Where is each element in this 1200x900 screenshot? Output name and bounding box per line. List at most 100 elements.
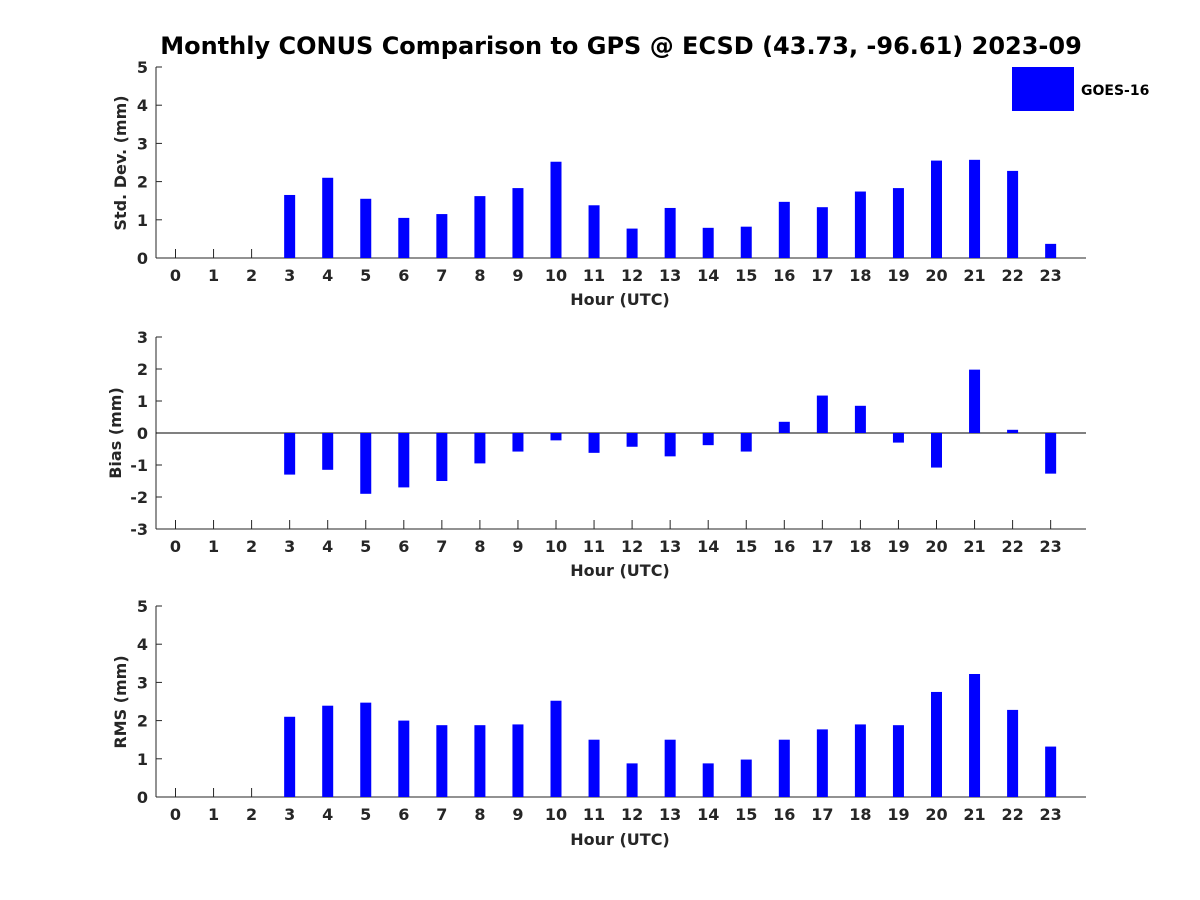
chart-title: Monthly CONUS Comparison to GPS @ ECSD (… [160,32,1082,60]
std-dev-bar-hour-21 [969,159,981,258]
bias-xtick-label: 8 [474,537,485,556]
bias-bar-hour-6 [398,433,410,488]
bias-ytick-label: 1 [137,392,148,411]
rms-xtick-label: 12 [621,805,643,824]
rms-xtick-label: 10 [545,805,567,824]
bias-xtick-label: 23 [1040,537,1062,556]
std-dev-xtick-label: 7 [436,266,447,285]
legend-label: GOES-16 [1081,83,1149,99]
rms-bar-hour-23 [1045,746,1057,797]
bias-bar-hour-10 [550,433,562,441]
std-dev-xtick-label: 16 [773,266,795,285]
bias-xtick-label: 20 [925,537,947,556]
std-dev-bar-hour-8 [474,196,486,258]
std-dev-ytick-label: 1 [137,211,148,230]
rms-xtick-label: 9 [512,805,523,824]
rms-xlabel: Hour (UTC) [570,830,670,849]
rms-bar-hour-5 [360,702,372,797]
std-dev-bar-hour-6 [398,217,410,258]
rms-bar-hour-10 [550,700,562,797]
bias-bar-hour-5 [360,433,372,494]
std-dev-xtick-label: 5 [360,266,371,285]
rms-xtick-label: 16 [773,805,795,824]
bias-ytick-label: 2 [137,360,148,379]
std-dev-xtick-label: 9 [512,266,523,285]
std-dev-xtick-label: 4 [322,266,333,285]
bias-xtick-label: 13 [659,537,681,556]
rms-xtick-label: 23 [1040,805,1062,824]
rms-bar-hour-17 [816,729,828,797]
bias-xtick-label: 12 [621,537,643,556]
rms-bar-hour-20 [931,691,942,797]
rms-xtick-label: 4 [322,805,333,824]
rms-ytick-label: 1 [137,750,148,769]
std-dev-bar-hour-15 [740,226,752,258]
std-dev-bar-hour-5 [360,198,372,258]
std-dev-xtick-label: 10 [545,266,567,285]
bias-bar-hour-9 [512,433,524,452]
std-dev-bar-hour-9 [512,188,524,258]
std-dev-xtick-label: 6 [398,266,409,285]
rms-bar-hour-18 [854,724,866,797]
std-dev-xlabel: Hour (UTC) [570,290,670,309]
std-dev-bar-hour-13 [664,207,676,258]
bias-xtick-label: 9 [512,537,523,556]
std-dev-bar-hour-19 [892,188,904,258]
std-dev-xtick-label: 13 [659,266,681,285]
rms-xtick-label: 2 [246,805,257,824]
rms-bar-hour-14 [702,763,714,797]
std-dev-xtick-label: 15 [735,266,757,285]
rms-xtick-label: 6 [398,805,409,824]
rms-bar-hour-12 [626,763,638,797]
legend: GOES-16 [1012,67,1149,111]
std-dev-bar-hour-4 [322,177,334,258]
bias-xtick-label: 15 [735,537,757,556]
std-dev-xtick-label: 14 [697,266,719,285]
rms-xtick-label: 3 [284,805,295,824]
bias-ytick-label: -2 [130,488,148,507]
rms-xtick-label: 11 [583,805,605,824]
std-dev-bar-hour-3 [284,194,296,258]
bias-xtick-label: 7 [436,537,447,556]
bias-ytick-label: -1 [130,456,148,475]
bias-xtick-label: 22 [1001,537,1023,556]
bias-ytick-label: 3 [137,328,148,347]
bias-bar-hour-20 [931,433,942,468]
bias-bar-hour-21 [969,369,981,433]
rms-bar-hour-11 [588,739,600,797]
rms-xtick-label: 1 [208,805,219,824]
std-dev-xtick-label: 23 [1040,266,1062,285]
std-dev-xtick-label: 18 [849,266,871,285]
rms-xtick-label: 0 [170,805,181,824]
bias-bar-hour-17 [816,395,828,433]
rms-bar-hour-15 [740,759,752,797]
std-dev-xtick-label: 19 [887,266,909,285]
rms-bar-hour-13 [664,739,676,797]
bias-bar-hour-12 [626,433,638,447]
std-dev-bar-hour-14 [702,227,714,258]
rms-xtick-label: 5 [360,805,371,824]
rms-ytick-label: 3 [137,673,148,692]
rms-xtick-label: 18 [849,805,871,824]
std-dev-bar-hour-20 [931,160,942,258]
rms-bar-hour-3 [284,716,296,797]
bias-xtick-label: 19 [887,537,909,556]
std-dev-xtick-label: 3 [284,266,295,285]
std-dev-bar-hour-12 [626,228,638,258]
rms-xtick-label: 15 [735,805,757,824]
std-dev-bar-hour-7 [436,214,448,258]
bias-xtick-label: 11 [583,537,605,556]
std-dev-ylabel: Std. Dev. (mm) [111,95,130,230]
rms-bar-hour-8 [474,725,486,797]
rms-bar-hour-21 [969,673,981,797]
bias-bar-hour-4 [322,433,334,470]
std-dev-bar-hour-10 [550,161,562,258]
bias-bar-hour-8 [474,433,486,464]
bias-ylabel: Bias (mm) [106,387,125,479]
std-dev-bar-hour-22 [1007,170,1019,258]
bias-xtick-label: 0 [170,537,181,556]
